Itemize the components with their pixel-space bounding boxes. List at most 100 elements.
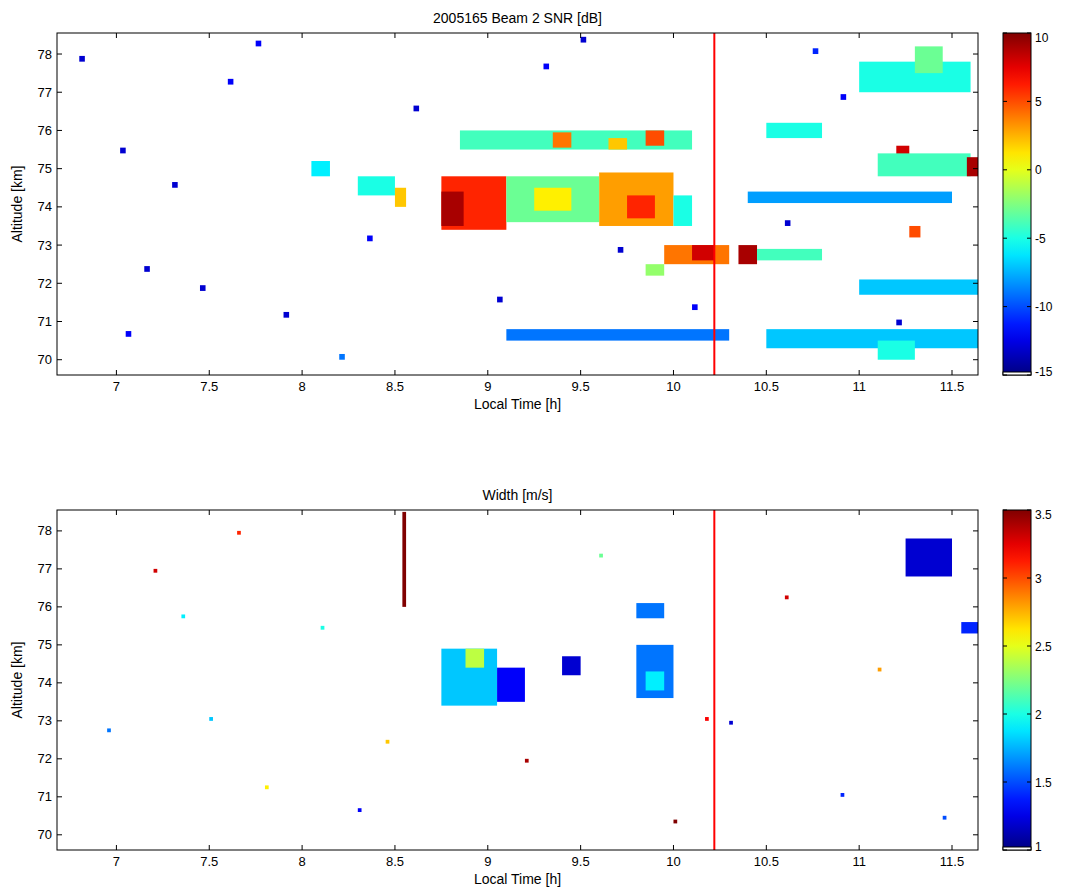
colorbar-tick-label: -5	[1035, 232, 1046, 246]
panel: 77.588.599.51010.51111.57071727374757677…	[9, 10, 1053, 412]
x-tick-label: 10.5	[754, 854, 779, 869]
x-tick-label: 11.5	[940, 379, 964, 394]
cell	[460, 130, 692, 149]
x-tick	[302, 510, 303, 515]
y-tick-label: 73	[38, 713, 52, 728]
cell	[107, 728, 111, 732]
x-tick	[580, 845, 581, 850]
y-tick	[57, 568, 62, 569]
title: 2005165 Beam 2 SNR [dB]	[433, 10, 602, 26]
cell	[181, 614, 185, 618]
x-tick	[487, 510, 488, 515]
y-tick	[57, 206, 62, 207]
cell	[766, 123, 822, 138]
y-tick	[57, 283, 62, 284]
cell	[200, 285, 206, 291]
cell	[237, 531, 241, 535]
colorbar: 11.522.533.5	[1003, 508, 1052, 854]
cell	[562, 656, 581, 675]
y-tick	[57, 682, 62, 683]
y-tick	[57, 321, 62, 322]
x-tick	[302, 33, 303, 38]
plot-frame	[57, 33, 978, 375]
x-tick-label: 8	[298, 854, 305, 869]
colorbar-tick	[1003, 714, 1007, 715]
y-tick	[973, 206, 978, 207]
cell	[646, 264, 665, 275]
x-tick	[302, 370, 303, 375]
x-tick	[394, 510, 395, 515]
y-tick	[973, 644, 978, 645]
y-tick-label: 76	[38, 123, 52, 138]
colorbar-tick	[1003, 782, 1007, 783]
y-tick	[57, 245, 62, 246]
x-tick	[766, 510, 767, 515]
x-tick	[673, 845, 674, 850]
x-tick	[859, 510, 860, 515]
colorbar-tick-label: 10	[1035, 31, 1049, 45]
cell	[441, 649, 497, 706]
plot-background	[57, 510, 978, 850]
x-tick	[116, 33, 117, 38]
y-tick	[57, 359, 62, 360]
cell	[841, 793, 845, 797]
x-tick-label: 7	[113, 379, 120, 394]
x-axis-title: Local Time [h]	[474, 396, 561, 412]
y-tick	[57, 530, 62, 531]
x-tick	[952, 510, 953, 515]
x-tick	[673, 370, 674, 375]
cell	[525, 759, 529, 763]
cell	[311, 161, 330, 176]
cell	[172, 182, 178, 188]
cell	[878, 668, 882, 672]
y-tick-label: 78	[38, 47, 52, 62]
y-tick-label: 70	[38, 827, 52, 842]
colorbar-tick	[1003, 169, 1007, 170]
cells	[107, 510, 978, 850]
y-tick-label: 76	[38, 599, 52, 614]
x-tick	[116, 370, 117, 375]
colorbar-tick-label: 1	[1035, 840, 1042, 854]
x-tick	[580, 510, 581, 515]
y-tick-label: 72	[38, 751, 52, 766]
x-tick	[394, 845, 395, 850]
colorbar-tick	[1027, 33, 1031, 34]
colorbar-tick	[1027, 375, 1031, 376]
colorbar-tick	[1003, 850, 1007, 851]
y-tick-label: 74	[38, 675, 52, 690]
cell	[618, 247, 624, 253]
x-tick-label: 7.5	[200, 854, 218, 869]
panel: 77.588.599.51010.51111.57071727374757677…	[9, 487, 1052, 887]
x-tick	[952, 33, 953, 38]
colorbar-tick	[1027, 101, 1031, 102]
y-tick	[57, 130, 62, 131]
y-tick	[973, 168, 978, 169]
cell	[785, 595, 789, 599]
y-tick-label: 75	[38, 637, 52, 652]
y-tick	[973, 92, 978, 93]
cell	[543, 64, 549, 70]
y-tick	[57, 834, 62, 835]
cell	[785, 220, 791, 226]
x-tick	[487, 370, 488, 375]
plot-background	[57, 33, 978, 375]
cell	[813, 48, 819, 54]
colorbar-tick	[1003, 306, 1007, 307]
cell	[367, 236, 373, 242]
x-tick-label: 9.5	[572, 854, 590, 869]
x-tick-label: 10.5	[754, 379, 779, 394]
cell	[581, 37, 587, 43]
cell	[841, 94, 847, 100]
y-tick	[973, 758, 978, 759]
colorbar-tick-label: -10	[1035, 300, 1053, 314]
colorbar-tick-label: 5	[1035, 95, 1042, 109]
colorbar-tick	[1027, 714, 1031, 715]
cell	[636, 645, 673, 698]
time-marker	[713, 33, 715, 375]
y-tick	[973, 796, 978, 797]
y-tick	[57, 758, 62, 759]
cell	[859, 279, 978, 294]
colorbar: -15-10-50510	[1003, 31, 1053, 379]
colorbar-tick	[1027, 169, 1031, 170]
cell	[228, 79, 234, 85]
